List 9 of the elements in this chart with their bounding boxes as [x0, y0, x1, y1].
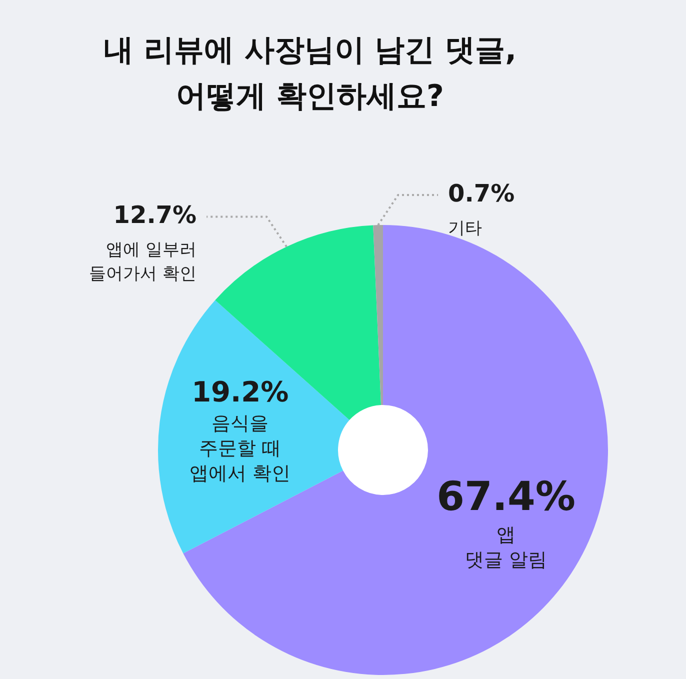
- slice-label: 기타: [448, 218, 482, 238]
- slice-label: 앱에 일부러 들어가서 확인: [89, 240, 197, 284]
- data-label: 19.2%: [192, 376, 289, 409]
- slice-label: 음식을 주문할 때 앱에서 확인: [190, 412, 291, 484]
- data-label: 67.4%: [436, 474, 576, 520]
- chart-title: 내 리뷰에 사장님이 남긴 댓글, 어떻게 확인하세요?: [102, 32, 518, 116]
- data-label: 12.7%: [113, 200, 197, 229]
- slice-label: 앱 댓글 알림: [464, 524, 548, 571]
- data-label: 0.7%: [448, 179, 515, 208]
